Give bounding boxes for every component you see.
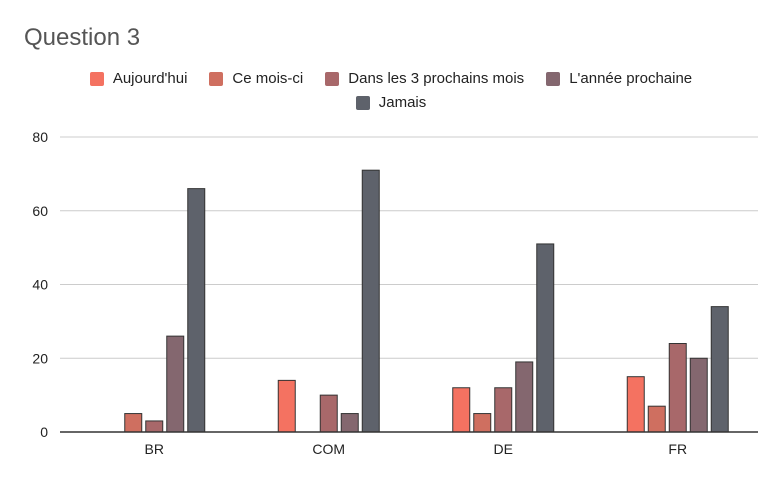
bar-br-4: [187, 188, 206, 433]
bar-de-3: [515, 361, 534, 433]
legend-item-aujourdhui: Aujourd'hui: [89, 70, 188, 87]
legend-swatch-ce-mois-ci: [209, 71, 224, 86]
legend-swatch-aujourdhui: [89, 71, 104, 86]
legend-swatch-lannee-prochaine: [546, 71, 561, 86]
bar-de-2: [494, 387, 513, 433]
x-tick-label-fr: FR: [668, 441, 687, 457]
chart-title: Question 3: [24, 24, 141, 51]
legend-label-dans-les-3-prochains-mois: Dans les 3 prochains mois: [348, 70, 525, 87]
bar-de-1: [473, 413, 492, 433]
legend-swatch-jamais: [355, 95, 370, 110]
bar-fr-1: [647, 405, 666, 433]
bar-com-4: [361, 169, 380, 433]
x-tick-label-br: BR: [145, 441, 164, 457]
y-tick-label-60: 60: [32, 203, 48, 219]
bar-com-0: [277, 379, 296, 433]
x-tick-label-com: COM: [312, 441, 345, 457]
bar-fr-2: [668, 343, 687, 433]
bar-fr-3: [689, 357, 708, 433]
legend-row-2: Jamais: [0, 94, 782, 111]
bar-br-3: [166, 335, 185, 433]
bar-de-4: [536, 243, 555, 433]
legend-item-lannee-prochaine: L'année prochaine: [546, 70, 692, 87]
y-tick-label-80: 80: [32, 129, 48, 145]
bar-fr-4: [710, 306, 729, 433]
legend-item-jamais: Jamais: [355, 94, 427, 111]
bar-com-3: [340, 413, 359, 433]
y-tick-label-0: 0: [40, 424, 48, 440]
legend-item-ce-mois-ci: Ce mois-ci: [209, 70, 303, 87]
legend-label-aujourdhui: Aujourd'hui: [112, 70, 188, 87]
legend-label-ce-mois-ci: Ce mois-ci: [232, 70, 304, 87]
bar-de-0: [452, 387, 471, 433]
x-tick-label-de: DE: [494, 441, 513, 457]
legend-item-dans-les-3-prochains-mois: Dans les 3 prochains mois: [325, 70, 524, 87]
legend-row-1: Aujourd'hui Ce mois-ci Dans les 3 procha…: [0, 70, 782, 87]
bar-br-2: [145, 420, 164, 433]
bar-br-1: [124, 413, 143, 433]
legend-label-lannee-prochaine: L'année prochaine: [569, 70, 693, 87]
legend-label-jamais: Jamais: [378, 94, 427, 111]
bar-fr-0: [626, 376, 645, 433]
legend-swatch-dans-les-3-prochains-mois: [325, 71, 340, 86]
y-tick-label-40: 40: [32, 277, 48, 293]
bar-com-2: [319, 394, 338, 433]
y-tick-label-20: 20: [32, 350, 48, 366]
